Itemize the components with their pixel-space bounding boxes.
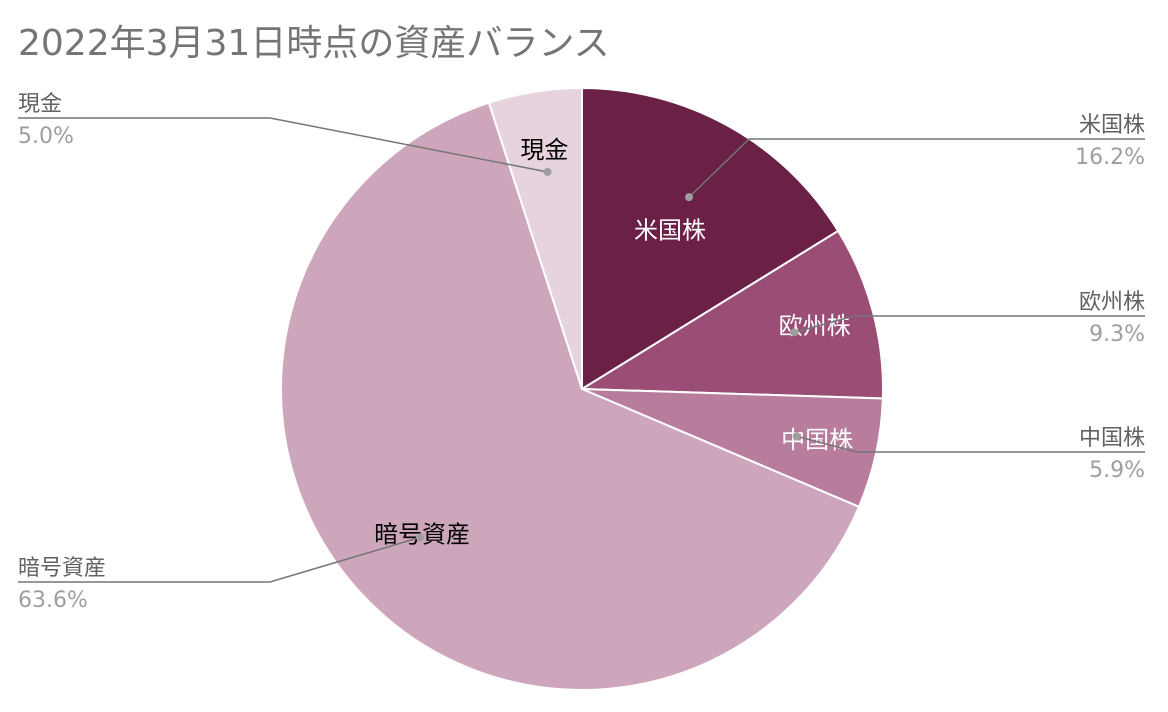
outer-label-value-us-stocks: 16.2%	[1075, 145, 1145, 170]
pie-inner-labels: 米国株欧州株中国株暗号資産現金	[374, 136, 853, 548]
chart-title: 2022年3月31日時点の資産バランス	[18, 23, 610, 64]
pie-slice-eu-stocks	[578, 229, 884, 400]
outer-label-name-cn-stocks: 中国株	[1079, 426, 1145, 451]
outer-label-crypto: 暗号資産 63.6%	[18, 533, 424, 613]
leader-dot-us-stocks	[685, 193, 694, 202]
slice-inner-label-cash: 現金	[520, 136, 568, 164]
outer-label-name-eu-stocks: 欧州株	[1079, 290, 1145, 315]
leader-line-cash	[18, 117, 548, 173]
outer-label-value-crypto: 63.6%	[18, 588, 88, 613]
outer-label-us-stocks: 米国株 16.2%	[685, 113, 1145, 202]
outer-label-value-cn-stocks: 5.9%	[1089, 458, 1145, 483]
outer-label-eu-stocks: 欧州株 9.3%	[790, 290, 1145, 347]
pie-slice-cash	[487, 86, 583, 390]
pie-slice-us-stocks	[581, 86, 840, 391]
outer-label-name-us-stocks: 米国株	[1079, 113, 1145, 138]
outer-label-cn-stocks: 中国株 5.9%	[792, 426, 1145, 483]
leader-dot-cn-stocks	[792, 432, 801, 441]
leader-dot-crypto	[415, 533, 424, 542]
leader-dot-eu-stocks	[790, 328, 799, 337]
leader-line-cn-stocks	[796, 435, 1145, 453]
slice-inner-label-eu-stocks: 欧州株	[779, 312, 851, 340]
outer-label-value-eu-stocks: 9.3%	[1089, 322, 1145, 347]
slice-inner-label-us-stocks: 米国株	[634, 216, 706, 244]
slice-inner-label-cn-stocks: 中国株	[781, 426, 853, 454]
outer-label-cash: 現金 5.0%	[18, 92, 552, 176]
leader-line-eu-stocks	[794, 315, 1145, 334]
pie-outer-labels: 米国株 16.2% 欧州株 9.3% 中国株 5.9% 暗号資産 63.6% 現金 5.0%	[18, 92, 1145, 613]
leader-line-us-stocks	[688, 138, 1145, 198]
pie-slices	[280, 86, 884, 691]
outer-label-name-crypto: 暗号資産	[18, 556, 106, 581]
pie-slice-crypto	[280, 101, 861, 691]
leader-dot-cash	[543, 167, 552, 176]
outer-label-value-cash: 5.0%	[18, 124, 74, 149]
leader-line-crypto	[18, 536, 421, 583]
outer-label-name-cash: 現金	[18, 92, 62, 117]
